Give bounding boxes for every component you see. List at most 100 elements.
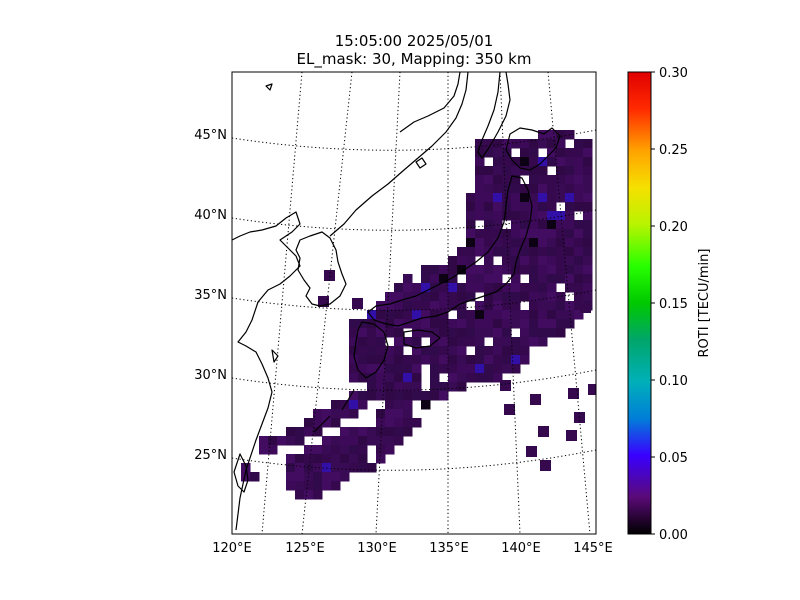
roti-cell: [556, 148, 566, 158]
lon-label-125: 125°E: [285, 541, 325, 556]
roti-cell: [475, 166, 485, 176]
roti-cell: [358, 445, 368, 455]
roti-cell: [376, 409, 386, 419]
roti-cell: [565, 238, 575, 248]
roti-cell: [511, 247, 521, 257]
roti-cell: [313, 481, 323, 491]
roti-cell: [529, 328, 539, 338]
map-frame: [231, 71, 597, 535]
roti-cell: [529, 319, 539, 329]
roti-cell: [412, 283, 422, 293]
roti-cell: [538, 238, 548, 248]
roti-cell: [241, 472, 251, 482]
roti-cell: [403, 418, 413, 428]
roti-cell: [493, 274, 503, 284]
roti-cell: [538, 175, 548, 185]
roti-cell: [286, 472, 296, 482]
roti-cell: [529, 238, 539, 248]
roti-cell: [322, 472, 332, 482]
roti-cell: [439, 265, 449, 275]
roti-cell: [583, 220, 593, 230]
roti-cell: [530, 394, 541, 405]
roti-cell: [556, 166, 566, 176]
roti-cell: [430, 319, 440, 329]
roti-cell: [403, 355, 413, 365]
roti-cell: [421, 400, 431, 410]
roti-cell: [448, 301, 458, 311]
roti-cell: [466, 247, 476, 257]
colorbar-tick-6: 0.30: [659, 66, 688, 81]
roti-cell: [421, 265, 431, 275]
lon-label-130: 130°E: [357, 541, 397, 556]
roti-cell: [304, 490, 314, 500]
roti-cell: [466, 220, 476, 230]
roti-cell: [556, 301, 566, 311]
roti-cell: [376, 373, 386, 383]
longitude-labels: 120°E 125°E 130°E 135°E 140°E 145°E: [212, 541, 613, 556]
lon-label-140: 140°E: [501, 541, 541, 556]
roti-cell: [520, 211, 530, 221]
roti-cell: [304, 445, 314, 455]
roti-cell: [412, 310, 422, 320]
roti-cell: [538, 328, 548, 338]
roti-cell: [565, 202, 575, 212]
roti-cell: [277, 436, 287, 446]
roti-cell: [583, 175, 593, 185]
roti-cell: [547, 139, 557, 149]
roti-cell: [475, 175, 485, 185]
roti-cell: [421, 310, 431, 320]
roti-cell: [547, 256, 557, 266]
roti-cell: [421, 292, 431, 302]
roti-cell: [412, 391, 422, 401]
roti-cell: [484, 193, 494, 203]
colorbar-tick-0: 0.00: [659, 528, 688, 543]
roti-cell: [538, 166, 548, 176]
roti-cell: [511, 175, 521, 185]
roti-cell: [466, 355, 476, 365]
roti-cell: [502, 337, 512, 347]
roti-cell: [457, 346, 467, 356]
roti-cell: [268, 436, 278, 446]
roti-cell: [520, 220, 530, 230]
roti-cell: [358, 373, 368, 383]
roti-cell: [295, 481, 305, 491]
roti-cell: [340, 436, 350, 446]
roti-cell: [511, 166, 521, 176]
roti-cell: [475, 319, 485, 329]
roti-cell: [529, 301, 539, 311]
roti-cell: [556, 220, 566, 230]
roti-cell: [403, 400, 413, 410]
roti-cell: [475, 265, 485, 275]
roti-cell: [547, 175, 557, 185]
roti-cell: [358, 463, 368, 473]
roti-cell: [358, 319, 368, 329]
roti-cell: [304, 427, 314, 437]
roti-cell: [520, 229, 530, 239]
roti-cell: [484, 184, 494, 194]
roti-cell: [538, 184, 548, 194]
roti-cell: [466, 373, 476, 383]
roti-cell: [358, 346, 368, 356]
roti-cell: [484, 175, 494, 185]
roti-cell: [547, 283, 557, 293]
roti-cell: [295, 463, 305, 473]
roti-cell: [394, 319, 404, 329]
roti-cell: [385, 310, 395, 320]
roti-cell: [457, 319, 467, 329]
roti-cell: [340, 463, 350, 473]
roti-cell: [588, 384, 596, 395]
roti-cell: [556, 130, 566, 140]
roti-cell: [421, 283, 431, 293]
roti-cell: [394, 427, 404, 437]
lat-label-25: 25°N: [194, 448, 227, 463]
roti-cell: [547, 157, 557, 167]
roti-cell: [448, 355, 458, 365]
roti-cell: [430, 274, 440, 284]
roti-cell: [583, 292, 593, 302]
roti-cell: [403, 310, 413, 320]
roti-cell: [439, 292, 449, 302]
roti-cell: [475, 310, 485, 320]
roti-cell: [385, 292, 395, 302]
roti-cell: [547, 193, 557, 203]
